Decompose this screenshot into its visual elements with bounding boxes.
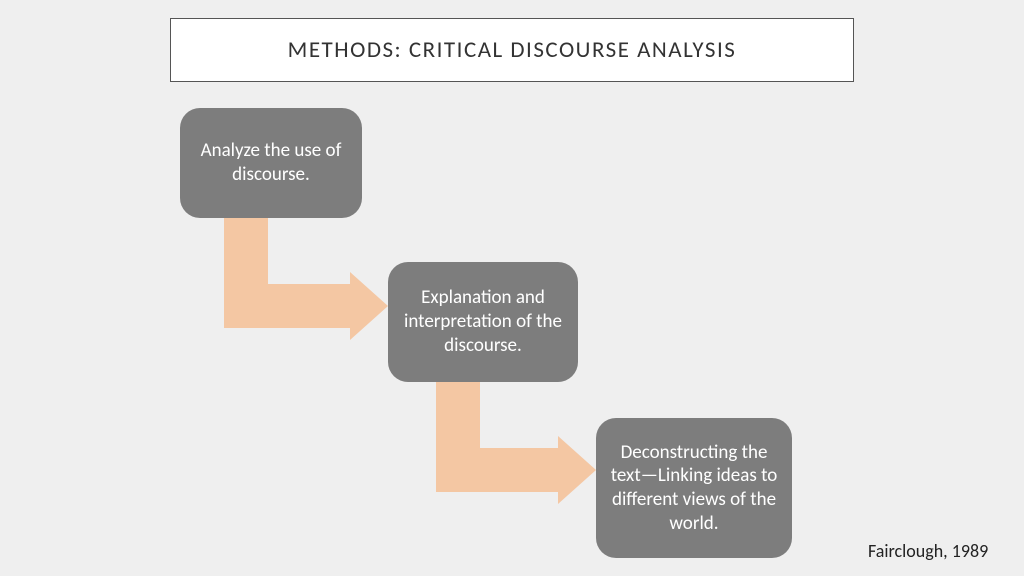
citation-label: Fairclough, 1989	[868, 540, 988, 562]
node-label: Deconstructing the text—Linking ideas to…	[610, 441, 778, 536]
flow-node-explanation: Explanation and interpretation of the di…	[388, 262, 578, 382]
node-label: Explanation and interpretation of the di…	[402, 286, 564, 357]
title-box: METHODS: CRITICAL DISCOURSE ANALYSIS	[170, 18, 854, 82]
flow-node-deconstructing: Deconstructing the text—Linking ideas to…	[596, 418, 792, 558]
citation-text: Fairclough, 1989	[868, 540, 988, 562]
page-title: METHODS: CRITICAL DISCOURSE ANALYSIS	[288, 36, 737, 64]
flow-node-analyze: Analyze the use of discourse.	[180, 108, 362, 218]
node-label: Analyze the use of discourse.	[194, 139, 348, 187]
